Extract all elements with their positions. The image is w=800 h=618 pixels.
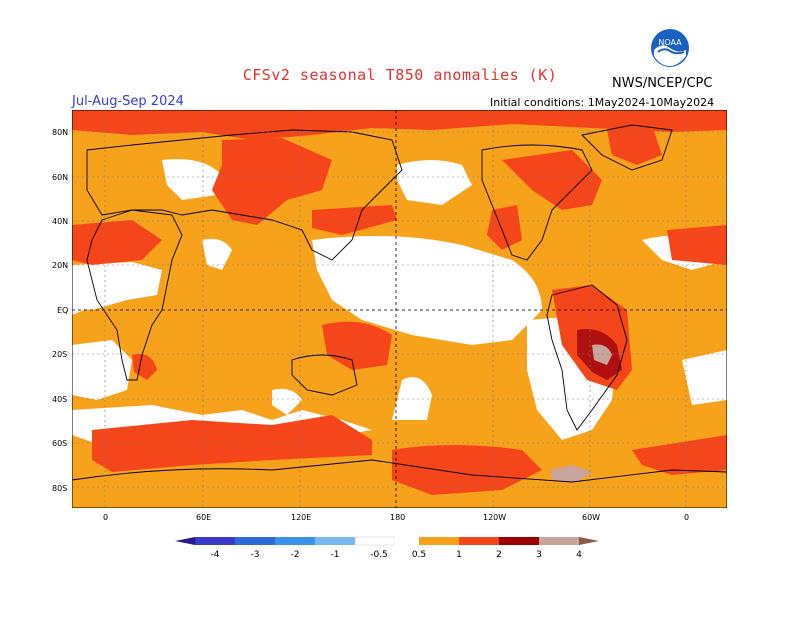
colorbar-segment xyxy=(395,537,435,545)
lat-label: 80N xyxy=(52,128,69,137)
colorbar-segment xyxy=(315,537,355,545)
noaa-logo: NOAA xyxy=(651,29,689,67)
colorbar-label: 3 xyxy=(536,550,542,560)
lon-label: 120W xyxy=(483,513,507,522)
colorbar-low-arrow xyxy=(175,537,195,545)
lon-label: 0 xyxy=(103,513,109,522)
colorbar-label: -4 xyxy=(211,550,220,560)
lat-label: 60N xyxy=(52,173,69,182)
colorbar-high-arrow xyxy=(579,537,599,545)
colorbar-segment xyxy=(539,537,579,545)
colorbar-label: -3 xyxy=(251,550,260,560)
anomaly-3-4-region xyxy=(592,344,612,365)
colorbar-segment xyxy=(354,536,396,546)
lon-label: 60E xyxy=(196,513,212,522)
colorbar-segment xyxy=(459,537,499,545)
lat-label: EQ xyxy=(57,306,69,315)
colorbar-label: 1 xyxy=(456,550,462,560)
anomaly-map xyxy=(72,110,727,508)
colorbar-legend: -4 -3 -2 -1 -0.5 0.5 1 2 3 4 xyxy=(175,536,599,560)
lon-label: 60W xyxy=(582,513,601,522)
colorbar-segment xyxy=(235,537,275,545)
lon-label: 0 xyxy=(684,513,690,522)
noaa-logo-text: NOAA xyxy=(658,38,682,47)
lon-label: 120E xyxy=(291,513,312,522)
colorbar-label: 2 xyxy=(496,550,502,560)
forecast-period: Jul-Aug-Sep 2024 xyxy=(72,94,184,109)
lat-label: 40N xyxy=(52,217,69,226)
lon-label: 180 xyxy=(390,513,406,522)
colorbar-segment xyxy=(195,537,235,545)
colorbar-segment xyxy=(499,537,539,545)
lat-label: 60S xyxy=(52,439,68,448)
colorbar-label: 0.5 xyxy=(412,550,426,560)
coastlines xyxy=(72,124,727,483)
lat-label: 40S xyxy=(52,395,68,404)
agency-label: NWS/NCEP/CPC xyxy=(612,76,713,91)
colorbar-segment xyxy=(419,537,459,545)
colorbar-label: -2 xyxy=(291,550,300,560)
lat-label: 80S xyxy=(52,484,68,493)
anomaly-1-2-regions xyxy=(72,110,727,495)
map-title: CFSv2 seasonal T850 anomalies (K) xyxy=(242,66,558,84)
colorbar-label: -1 xyxy=(331,550,340,560)
lat-label: 20S xyxy=(52,350,68,359)
reference-lines xyxy=(72,110,727,508)
lat-label: 20N xyxy=(52,261,69,270)
anomaly-3-4-region-antarctic xyxy=(550,465,592,482)
gridlines xyxy=(72,110,727,508)
colorbar-label: -0.5 xyxy=(370,550,388,560)
colorbar-segment xyxy=(275,537,315,545)
colorbar-label: 4 xyxy=(576,550,582,560)
initial-conditions: Initial conditions: 1May2024-10May2024 xyxy=(490,96,715,109)
